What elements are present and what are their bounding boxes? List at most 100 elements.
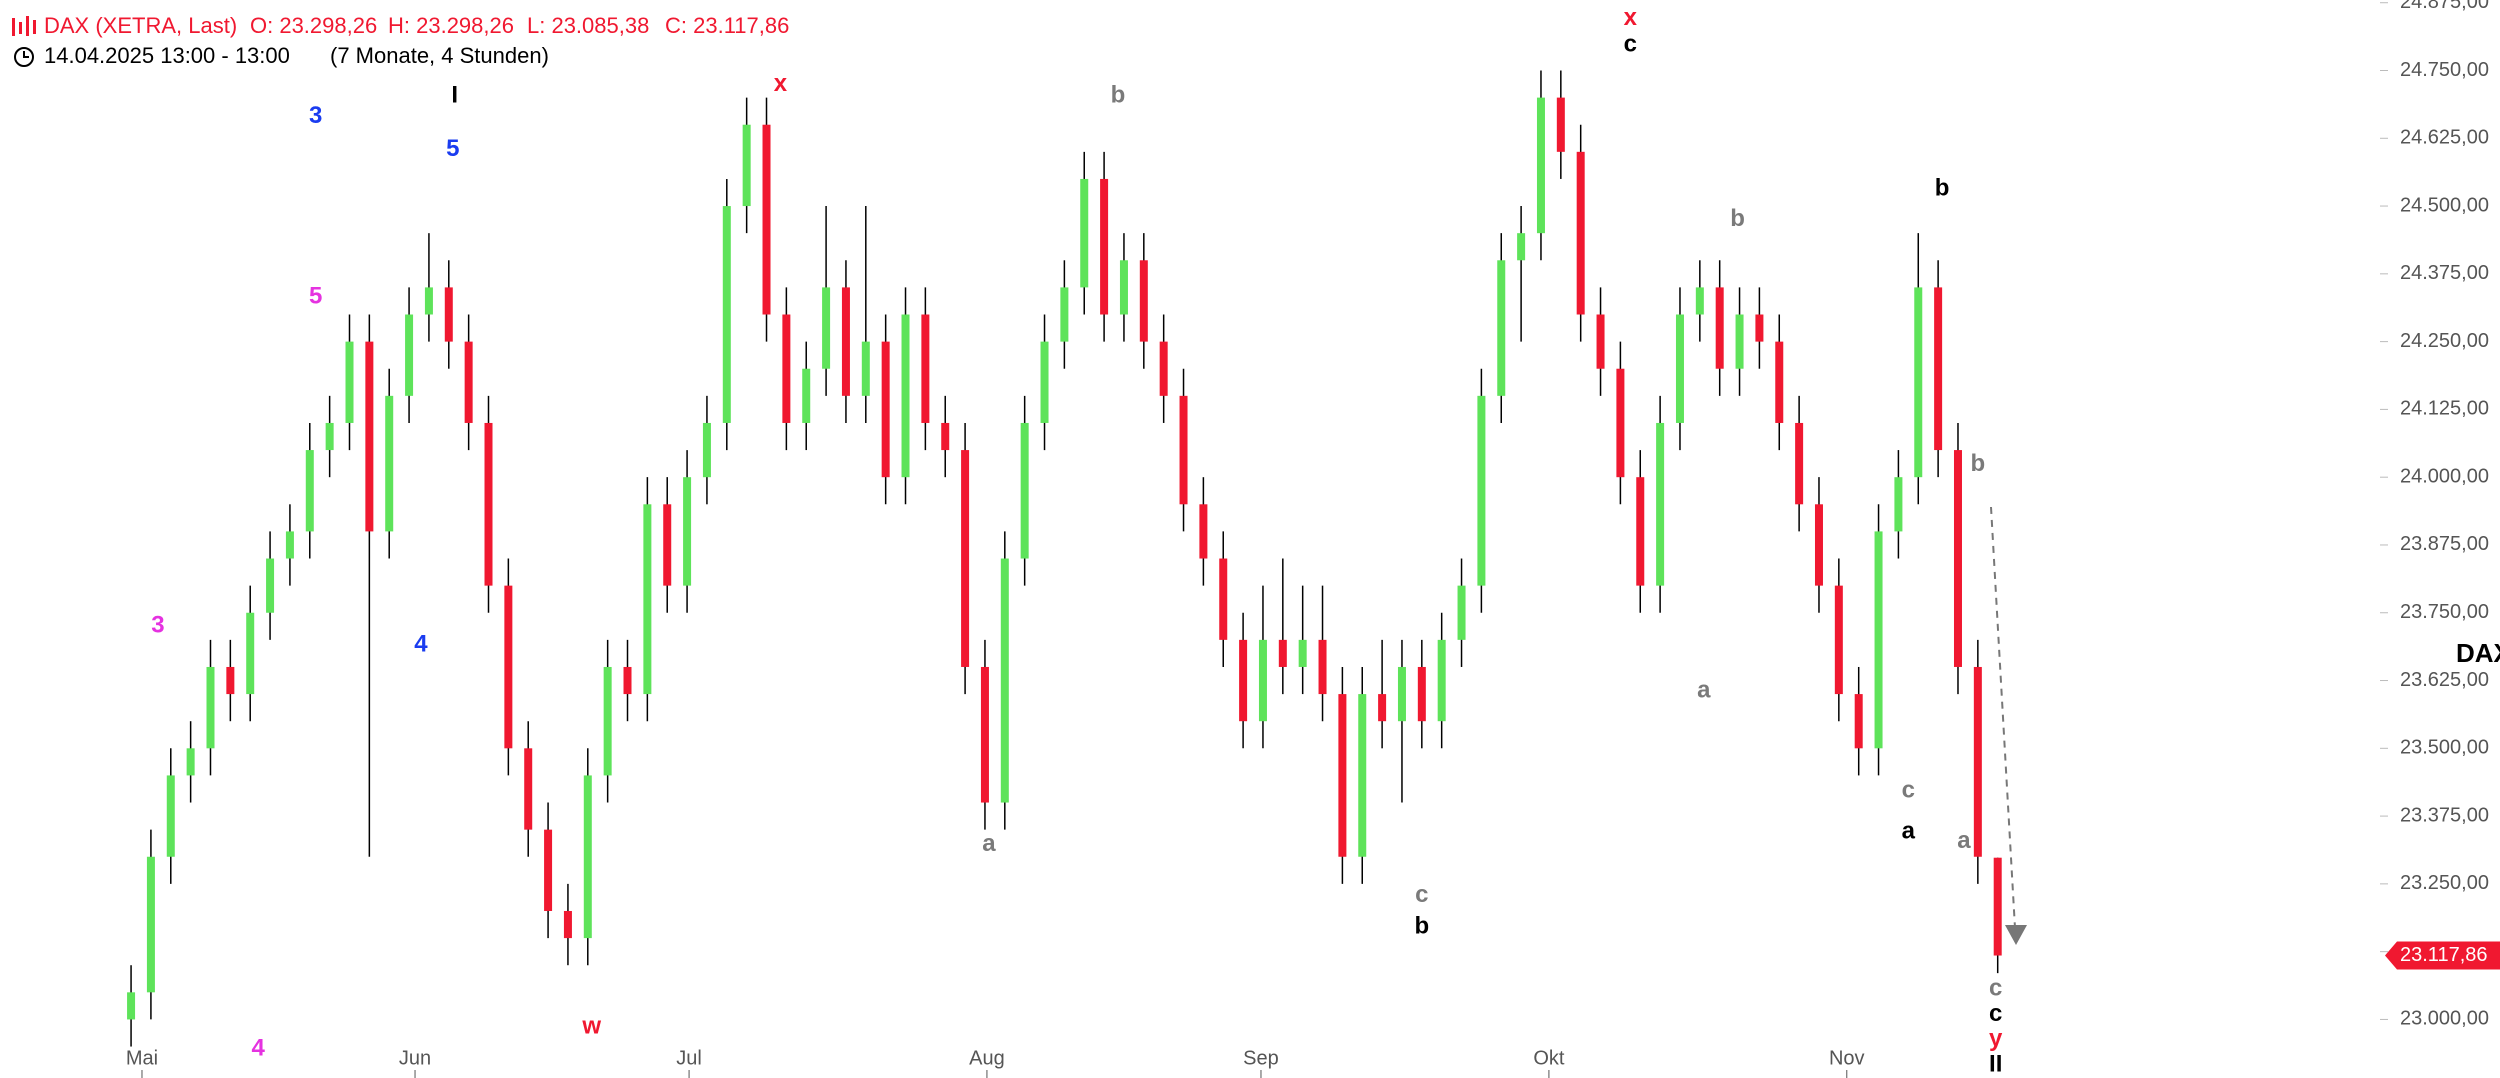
candle-body bbox=[325, 422, 334, 451]
candle-body bbox=[246, 612, 255, 695]
candle-body bbox=[1258, 639, 1267, 722]
candle-body bbox=[544, 829, 553, 911]
candle-body bbox=[1378, 694, 1387, 722]
y-tick-label: 23.250,00 bbox=[2400, 872, 2489, 894]
y-tick-label: 23.875,00 bbox=[2400, 533, 2489, 555]
candle-body bbox=[1080, 178, 1089, 288]
candle-body bbox=[643, 504, 652, 695]
candle-body bbox=[1834, 585, 1843, 695]
candle-body bbox=[1199, 504, 1208, 559]
candle-body bbox=[266, 558, 275, 613]
clock-icon bbox=[14, 47, 34, 67]
wave-label: b bbox=[1111, 81, 1126, 108]
candle-body bbox=[722, 206, 731, 423]
candle-body bbox=[127, 992, 136, 1020]
candle-body bbox=[1536, 97, 1545, 234]
candle-body bbox=[1556, 97, 1565, 152]
candle-body bbox=[1616, 368, 1625, 478]
candle-body bbox=[1874, 531, 1883, 749]
y-tick-label: 24.000,00 bbox=[2400, 465, 2489, 487]
x-tick-label: Sep bbox=[1243, 1047, 1279, 1069]
y-tick-label: 24.875,00 bbox=[2400, 0, 2489, 13]
span: (7 Monate, 4 Stunden) bbox=[330, 43, 549, 68]
candle-body bbox=[1437, 639, 1446, 722]
wave-label: w bbox=[581, 1012, 601, 1039]
candle-body bbox=[285, 531, 294, 559]
wave-label: c bbox=[1989, 1000, 2002, 1027]
wave-label: b bbox=[1414, 913, 1429, 940]
candle-body bbox=[1656, 422, 1665, 586]
candle-body bbox=[742, 124, 751, 207]
symbol: DAX (XETRA, Last) bbox=[44, 13, 237, 38]
candle-body bbox=[464, 341, 473, 423]
candle-body bbox=[841, 287, 850, 396]
candle-body bbox=[1100, 178, 1109, 315]
candle-body bbox=[603, 666, 612, 776]
candle-body bbox=[1755, 314, 1764, 342]
price-tag-label: 23.117,86 bbox=[2400, 944, 2488, 966]
candle-body bbox=[424, 287, 433, 315]
wave-label: II bbox=[1989, 1050, 2002, 1077]
wave-label: 3 bbox=[151, 612, 164, 639]
candle-body bbox=[961, 450, 970, 667]
candle-body bbox=[1497, 260, 1506, 396]
candle-body bbox=[623, 666, 632, 695]
wave-label: c bbox=[1902, 776, 1915, 803]
candle-body bbox=[186, 748, 195, 776]
wave-label: c bbox=[1989, 974, 2002, 1001]
wave-label: 3 bbox=[309, 102, 322, 129]
ohlc-low: L: 23.085,38 bbox=[527, 13, 649, 38]
y-tick-label: 23.500,00 bbox=[2400, 737, 2489, 759]
candle-body bbox=[1159, 341, 1168, 396]
x-tick-label: Nov bbox=[1829, 1047, 1865, 1069]
candle-body bbox=[683, 477, 692, 586]
candle-body bbox=[802, 368, 811, 423]
wave-label: x bbox=[1624, 4, 1638, 31]
wave-label: b bbox=[1730, 205, 1745, 232]
candle-body bbox=[1457, 585, 1466, 640]
candle-body bbox=[1139, 260, 1148, 342]
candle-body bbox=[1675, 314, 1684, 423]
candle-body bbox=[1894, 477, 1903, 532]
candle-body bbox=[166, 775, 175, 857]
candle-body bbox=[365, 341, 374, 532]
wave-label: I bbox=[451, 81, 458, 108]
wave-label: a bbox=[1697, 677, 1711, 704]
candle-body bbox=[1179, 395, 1188, 505]
candle-body bbox=[1576, 151, 1585, 315]
candle-body bbox=[1119, 260, 1128, 315]
candle-body bbox=[1934, 287, 1943, 451]
candle-body bbox=[1318, 639, 1327, 695]
wave-label: a bbox=[1957, 827, 1971, 854]
wave-label: x bbox=[774, 70, 788, 97]
y-tick-label: 23.625,00 bbox=[2400, 669, 2489, 691]
candle-body bbox=[1973, 666, 1982, 857]
header-icon bbox=[12, 16, 36, 36]
candle-body bbox=[1636, 477, 1645, 586]
candle-body bbox=[1735, 314, 1744, 369]
date-range: 14.04.2025 13:00 - 13:00 bbox=[44, 43, 290, 68]
candle-body bbox=[305, 450, 314, 532]
candle-body bbox=[524, 748, 533, 830]
y-tick-label: 24.625,00 bbox=[2400, 127, 2489, 149]
candle-body bbox=[226, 666, 235, 695]
candle-body bbox=[1060, 287, 1069, 342]
y-tick-label: 23.750,00 bbox=[2400, 601, 2489, 623]
candle-body bbox=[405, 314, 414, 396]
candle-body bbox=[1854, 694, 1863, 749]
candle-body bbox=[1298, 639, 1307, 667]
wave-label: c bbox=[1415, 881, 1428, 908]
candle-body bbox=[941, 422, 950, 451]
x-tick-label: Jun bbox=[399, 1047, 431, 1069]
candle-body bbox=[206, 666, 215, 749]
wave-label: a bbox=[1902, 818, 1916, 845]
candle-body bbox=[1219, 558, 1228, 640]
candle-body bbox=[1278, 639, 1287, 667]
candle-body bbox=[1417, 666, 1426, 722]
candle-body bbox=[1993, 857, 2002, 956]
candle-body bbox=[702, 422, 711, 478]
candle-body bbox=[1477, 395, 1486, 586]
candle-body bbox=[1715, 287, 1724, 369]
forecast-arrow bbox=[1990, 506, 2027, 945]
